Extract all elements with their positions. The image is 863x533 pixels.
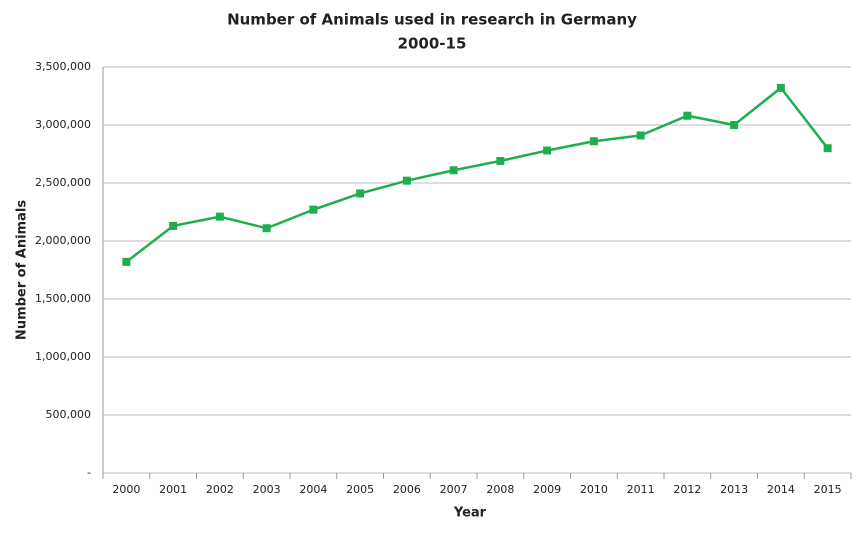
y-tick-label: 1,000,000 [35, 350, 91, 363]
marker [309, 205, 318, 214]
chart-subtitle: 2000-15 [398, 35, 467, 53]
marker [215, 212, 224, 221]
marker [169, 221, 178, 230]
marker [589, 137, 598, 146]
marker [356, 189, 365, 198]
x-tick-label: 2000 [112, 483, 140, 496]
x-tick-label: 2001 [159, 483, 187, 496]
marker [543, 146, 552, 155]
marker [683, 111, 692, 120]
x-tick-label: 2004 [299, 483, 327, 496]
marker [449, 166, 458, 175]
marker [776, 83, 785, 92]
chart-title: Number of Animals used in research in Ge… [227, 11, 637, 29]
x-tick-label: 2013 [720, 483, 748, 496]
marker [636, 131, 645, 140]
x-tick-label: 2015 [814, 483, 842, 496]
marker [402, 176, 411, 185]
marker [122, 257, 131, 266]
y-tick-label: 2,500,000 [35, 176, 91, 189]
y-tick-label: 3,500,000 [35, 60, 91, 73]
marker [262, 224, 271, 233]
x-tick-label: 2002 [206, 483, 234, 496]
x-tick-label: 2008 [486, 483, 514, 496]
y-tick-label: - [87, 466, 91, 479]
x-tick-label: 2005 [346, 483, 374, 496]
x-tick-label: 2007 [440, 483, 468, 496]
x-tick-label: 2009 [533, 483, 561, 496]
x-tick-label: 2012 [673, 483, 701, 496]
marker [496, 156, 505, 165]
y-axis-title: Number of Animals [15, 200, 30, 340]
y-tick-label: 500,000 [46, 408, 92, 421]
marker [823, 144, 832, 153]
x-tick-label: 2006 [393, 483, 421, 496]
y-tick-label: 1,500,000 [35, 292, 91, 305]
y-tick-label: 2,000,000 [35, 234, 91, 247]
x-axis-title: Year [453, 506, 487, 521]
x-tick-label: 2003 [253, 483, 281, 496]
line [125, 86, 829, 263]
marker [730, 121, 739, 129]
y-tick-label: 3,000,000 [35, 118, 91, 131]
x-tick-label: 2010 [580, 483, 608, 496]
x-tick-label: 2011 [627, 483, 655, 496]
x-tick-label: 2014 [767, 483, 795, 496]
